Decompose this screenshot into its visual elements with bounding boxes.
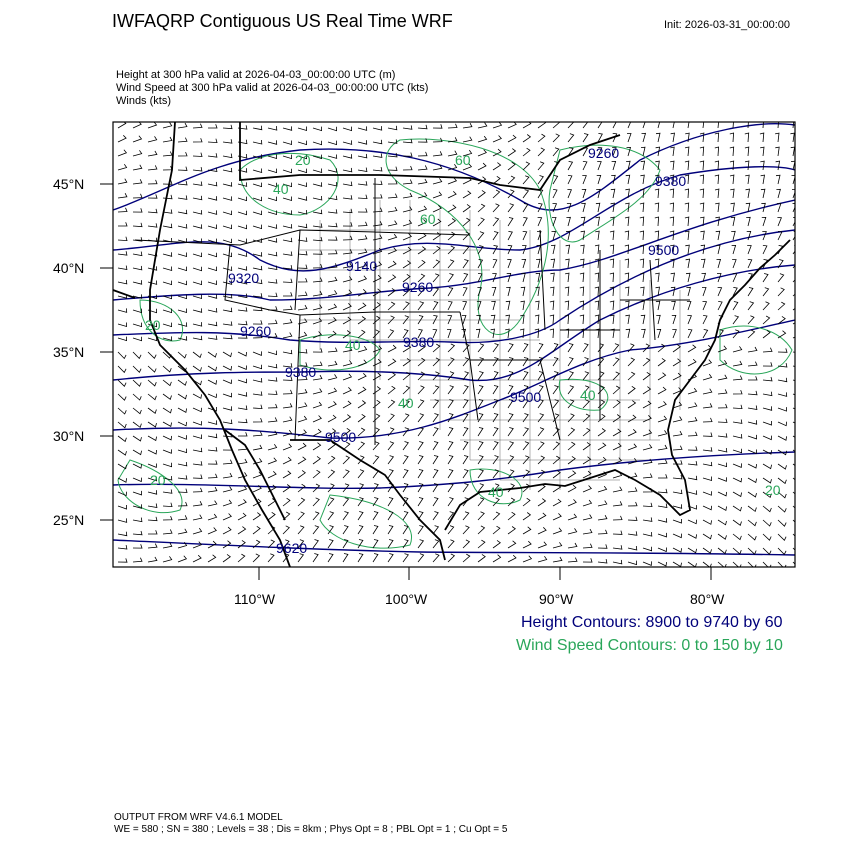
lon-label: 110°W bbox=[234, 591, 276, 607]
map-background bbox=[113, 122, 795, 567]
height-contour-label: 9500 bbox=[648, 242, 679, 258]
height-contour-label: 9500 bbox=[510, 389, 541, 405]
wind-contour-label: 60 bbox=[455, 152, 471, 168]
footer-config: WE = 580 ; SN = 380 ; Levels = 38 ; Dis … bbox=[114, 824, 508, 835]
lat-label: 25°N bbox=[53, 512, 84, 528]
wind-contour-label: 40 bbox=[345, 337, 361, 353]
state-borders bbox=[134, 178, 690, 445]
lon-label: 90°W bbox=[539, 591, 574, 607]
wind-contour-label: 40 bbox=[580, 387, 596, 403]
field-label-winds: Winds (kts) bbox=[116, 95, 171, 107]
wind-contour-label: 40 bbox=[273, 181, 289, 197]
height-contour-label: 9260 bbox=[402, 279, 433, 295]
lat-label: 30°N bbox=[53, 428, 84, 444]
wind-contour-label: 40 bbox=[398, 395, 414, 411]
height-contour-label: 9260 bbox=[588, 145, 619, 161]
lat-label: 35°N bbox=[53, 344, 84, 360]
height-contour-label: 9260 bbox=[240, 323, 271, 339]
lon-label: 100°W bbox=[385, 591, 428, 607]
wind-contour-label: 20 bbox=[150, 472, 166, 488]
height-contour-label: 9140 bbox=[346, 258, 377, 274]
height-contour-label: 9620 bbox=[276, 540, 307, 556]
height-contour-label: 9380 bbox=[403, 334, 434, 350]
init-time: Init: 2026-03-31_00:00:00 bbox=[664, 19, 790, 31]
wind-barb-set bbox=[117, 122, 795, 567]
height-contour-label: 9320 bbox=[228, 270, 259, 286]
wind-contour-legend: Wind Speed Contours: 0 to 150 by 10 bbox=[516, 637, 783, 654]
wind-contour-label: 20 bbox=[765, 482, 781, 498]
field-label-wind-speed: Wind Speed at 300 hPa valid at 2026-04-0… bbox=[116, 82, 429, 94]
plot-title: IWFAQRP Contiguous US Real Time WRF bbox=[112, 11, 453, 31]
field-label-height: Height at 300 hPa valid at 2026-04-03_00… bbox=[116, 69, 396, 81]
height-contour-legend: Height Contours: 8900 to 9740 by 60 bbox=[521, 614, 783, 631]
height-contour-label: 9380 bbox=[655, 173, 686, 189]
lat-label: 40°N bbox=[53, 260, 84, 276]
wind-contour-label: 20 bbox=[295, 152, 311, 168]
wind-barbs bbox=[117, 122, 795, 567]
lat-label: 45°N bbox=[53, 176, 84, 192]
height-contour-label: 9500 bbox=[325, 429, 356, 445]
wind-contour-label: 60 bbox=[420, 211, 436, 227]
wind-speed-contours bbox=[117, 138, 793, 549]
map-frame bbox=[112, 121, 796, 568]
wind-contour-label: 40 bbox=[488, 484, 504, 500]
lon-label: 80°W bbox=[690, 591, 725, 607]
footer-model: OUTPUT FROM WRF V4.6.1 MODEL bbox=[114, 812, 283, 823]
wind-contour-label: 20 bbox=[145, 317, 161, 333]
height-contour-label: 9380 bbox=[285, 364, 316, 380]
